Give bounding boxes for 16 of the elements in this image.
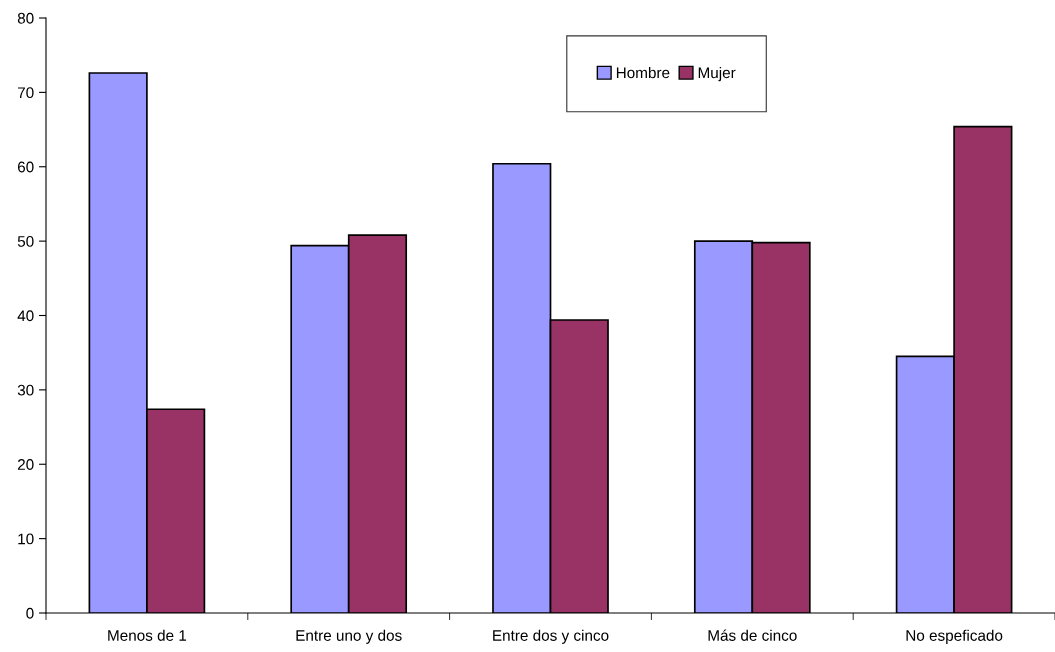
y-tick-label: 60 — [17, 161, 34, 173]
legend-label: Hombre — [616, 66, 670, 79]
y-tick-label: 80 — [17, 12, 34, 24]
y-tick-label: 70 — [17, 87, 34, 99]
x-tick-label: No espeficado — [906, 629, 1003, 644]
y-tick-label: 20 — [17, 459, 34, 470]
y-tick-label: 10 — [18, 533, 34, 545]
x-tick-label: Menos de 1 — [108, 629, 187, 641]
y-tick-label: 30 — [17, 384, 34, 396]
y-tick-label: 50 — [17, 235, 34, 247]
x-tick-label: Entre uno y dos — [296, 629, 402, 644]
y-tick-label: 40 — [17, 310, 34, 322]
x-tick-label: Entre dos y cinco — [493, 629, 609, 644]
x-tick-label: Más de cinco — [708, 629, 797, 641]
y-tick-label: 0 — [26, 607, 34, 619]
legend-label: Mujer — [698, 66, 736, 82]
